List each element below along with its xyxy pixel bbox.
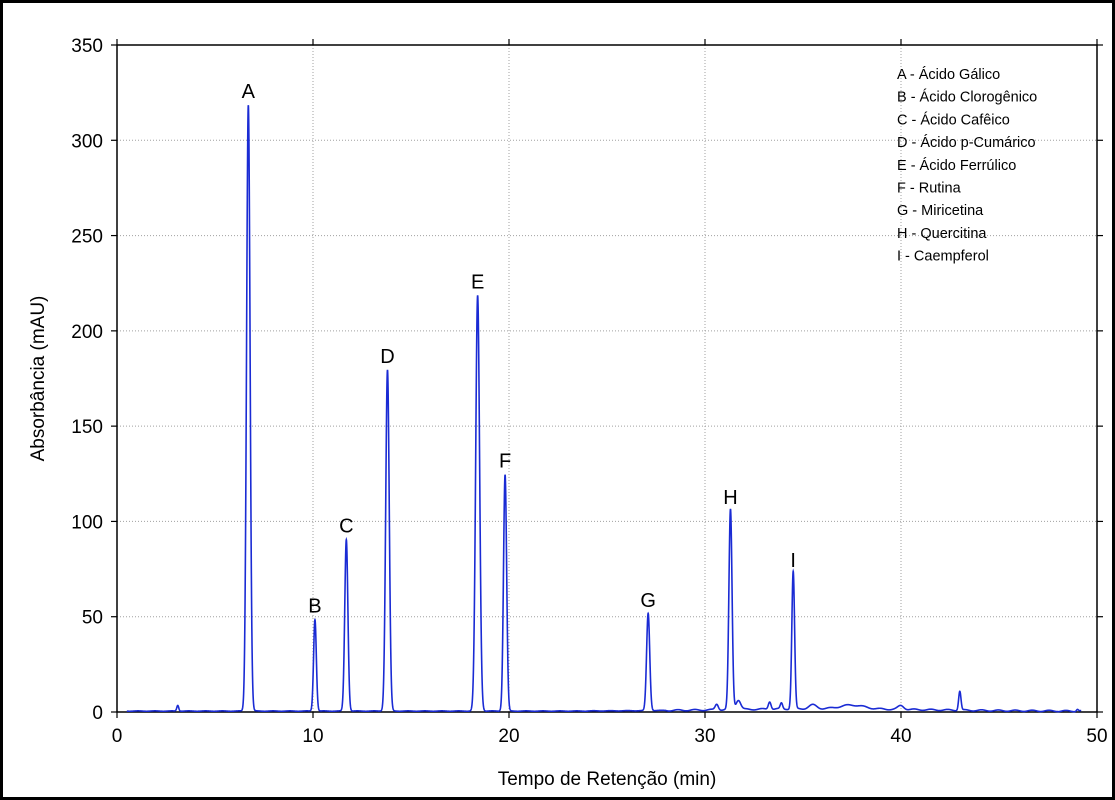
x-tick-label: 30 — [694, 726, 715, 747]
peak-label-c: C — [339, 515, 353, 537]
y-tick-label: 200 — [71, 322, 103, 343]
peak-labels: A B C D E F G H I — [242, 81, 796, 618]
legend-entry: B - Ácido Clorogênico — [897, 89, 1037, 106]
axis-ticks: 0 10 20 30 40 50 0 50 100 150 200 250 300 350 — [71, 36, 1107, 747]
peak-label-d: D — [380, 346, 394, 368]
y-tick-label: 150 — [71, 417, 103, 438]
peak-label-h: H — [723, 487, 737, 509]
peak-label-a: A — [242, 81, 256, 103]
chromatogram-line — [126, 105, 1082, 713]
peak-label-f: F — [499, 451, 511, 473]
x-axis-label: Tempo de Retenção (min) — [498, 769, 717, 790]
legend-entry: H - Quercitina — [897, 226, 987, 242]
legend-entry: D - Ácido p-Cumárico — [897, 134, 1036, 151]
peak-label-b: B — [308, 596, 321, 618]
x-tick-label: 50 — [1086, 726, 1107, 747]
legend-entry: E - Ácido Ferrúlico — [897, 157, 1016, 174]
peak-label-e: E — [471, 272, 484, 294]
grid — [117, 45, 1097, 712]
x-tick-label: 40 — [890, 726, 911, 747]
y-tick-label: 0 — [92, 703, 103, 724]
peak-label-g: G — [640, 590, 656, 612]
x-tick-label: 0 — [112, 726, 123, 747]
legend-entry: F - Rutina — [897, 181, 962, 197]
y-tick-label: 50 — [82, 608, 103, 629]
y-tick-label: 250 — [71, 227, 103, 248]
y-tick-label: 100 — [71, 512, 103, 533]
legend-entry: C - Ácido Cafêico — [897, 111, 1010, 128]
x-tick-label: 10 — [302, 726, 323, 747]
y-tick-label: 300 — [71, 131, 103, 152]
legend-entry: G - Miricetina — [897, 203, 984, 219]
legend: A - Ácido Gálico B - Ácido Clorogênico C -… — [897, 66, 1037, 265]
legend-entry: A - Ácido Gálico — [897, 66, 1000, 83]
y-axis-label: Absorbância (mAU) — [28, 296, 49, 462]
y-tick-label: 350 — [71, 36, 103, 57]
legend-entry: I - Caempferol — [897, 249, 989, 265]
plot-area-border — [116, 44, 1098, 713]
peak-label-i: I — [790, 550, 796, 572]
x-tick-label: 20 — [498, 726, 519, 747]
